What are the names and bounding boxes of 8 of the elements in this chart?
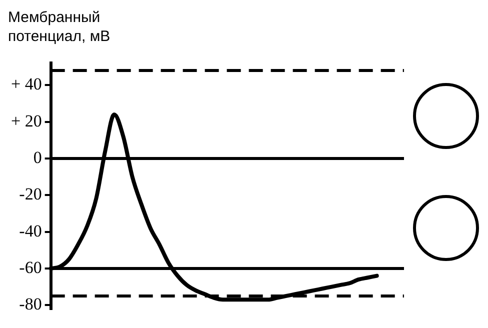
y-tick-label: -80 [19, 294, 42, 314]
y-tick-label: + 20 [10, 111, 42, 130]
y-tick-label: + 40 [10, 74, 42, 94]
y-tick-label: 0 [33, 148, 42, 167]
y-axis-title: Мембранный потенциал, мВ [8, 8, 112, 47]
y-tick-label: -60 [19, 258, 42, 277]
y-tick-label: -40 [19, 221, 42, 240]
y-tick-label: -20 [19, 184, 42, 204]
